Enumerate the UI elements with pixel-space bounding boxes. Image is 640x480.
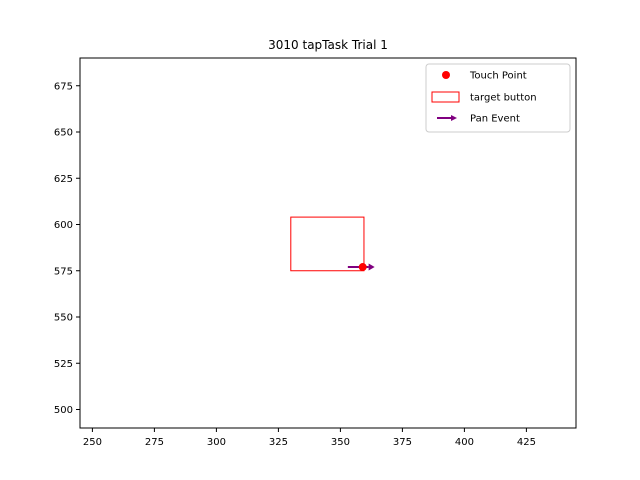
y-tick-label: 600 [54, 220, 73, 231]
x-tick-label: 375 [393, 437, 412, 448]
y-axis: 500 525 550 575 600 625 650 675 [54, 81, 80, 416]
x-tick-label: 400 [455, 437, 474, 448]
legend-label: target button [470, 93, 537, 104]
x-tick-label: 350 [331, 437, 350, 448]
chart-title: 3010 tapTask Trial 1 [268, 38, 388, 52]
y-tick-label: 550 [54, 313, 73, 324]
y-tick-label: 500 [54, 405, 73, 416]
legend-touch-point-icon [442, 71, 450, 79]
target-button-rect [290, 216, 365, 272]
x-tick-label: 250 [83, 437, 102, 448]
x-tick-label: 425 [517, 437, 536, 448]
y-tick-label: 575 [54, 266, 73, 277]
x-tick-label: 300 [207, 437, 226, 448]
x-tick-label: 325 [269, 437, 288, 448]
plot-marks [290, 216, 375, 272]
legend-box [425, 63, 571, 133]
y-tick-label: 650 [54, 128, 73, 139]
legend-label: Touch Point [469, 71, 527, 82]
x-axis: 250 275 300 325 350 375 400 425 [83, 428, 536, 448]
y-tick-label: 525 [54, 359, 73, 370]
legend-target-button-icon [431, 91, 460, 103]
legend: Touch Point target button Pan Event [425, 63, 571, 133]
legend-pan-event-arrowhead [451, 115, 457, 121]
y-tick-label: 675 [54, 81, 73, 92]
pan-event-arrowhead [368, 263, 375, 271]
touch-point [358, 263, 367, 272]
y-tick-label: 625 [54, 174, 73, 185]
x-tick-label: 275 [145, 437, 164, 448]
legend-label: Pan Event [470, 114, 520, 125]
